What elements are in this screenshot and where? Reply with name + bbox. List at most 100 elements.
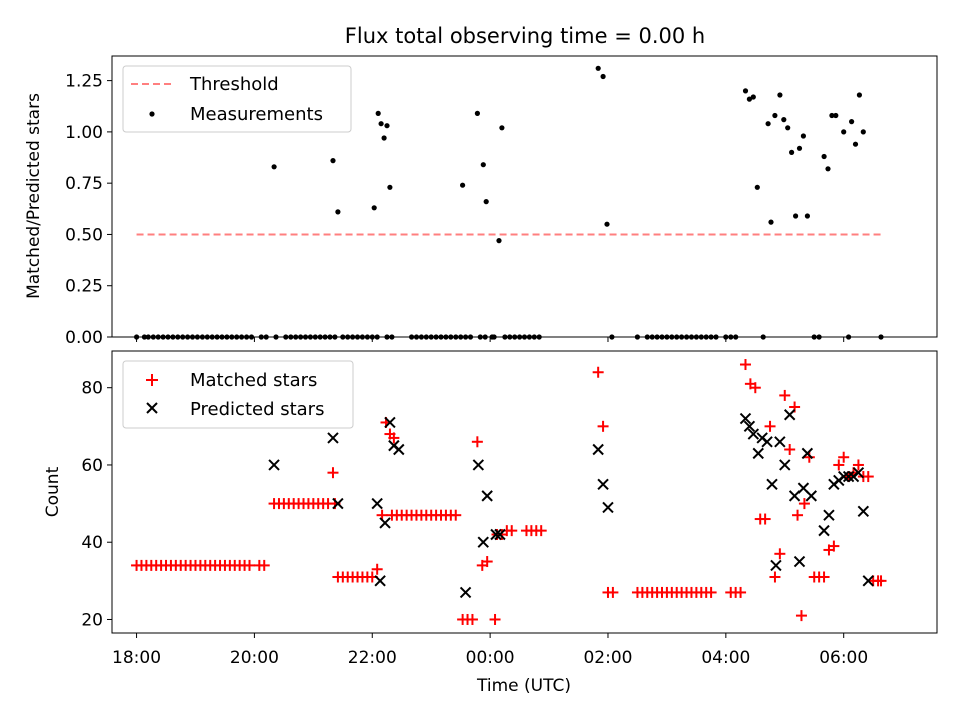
- predicted-star-point: [384, 416, 396, 429]
- predicted-star-point: [477, 536, 489, 548]
- matched-star-point: [466, 613, 478, 625]
- matched-star-point: [779, 389, 791, 401]
- ratio-axes-frame: [111, 55, 938, 338]
- matched-star-point: [764, 420, 776, 432]
- matched-star-point: [862, 471, 874, 483]
- predicted-star-point: [592, 443, 604, 456]
- matched-star-point: [803, 451, 815, 463]
- matched-star-point: [795, 610, 807, 622]
- predicted-star-point: [597, 478, 609, 490]
- matched-star-point: [481, 556, 493, 568]
- predicted-star-point: [374, 575, 386, 587]
- matched-star-point: [833, 459, 845, 471]
- count-x-tick-label: 04:00: [701, 648, 750, 668]
- predicted-star-point: [766, 478, 778, 490]
- matched-star-point: [818, 571, 830, 583]
- measurement-point: [777, 92, 783, 98]
- predicted-star-point: [805, 490, 817, 502]
- measurement-point: [480, 162, 486, 168]
- measurement-point: [833, 112, 839, 119]
- matched-star-point: [450, 509, 462, 521]
- measurement-point: [860, 129, 866, 135]
- measurement-point: [381, 135, 387, 141]
- measurement-point: [746, 96, 753, 102]
- matched-star-point: [489, 613, 501, 625]
- matched-star-point: [739, 359, 751, 371]
- count-y-tick-label: 40: [81, 533, 103, 553]
- predicted-star-point: [818, 524, 830, 537]
- count-panel: 20 40 60 80 18:00 20:00 22:00 00:00 02:00 04:00 0…: [43, 350, 938, 696]
- count-y-tick-label: 20: [81, 610, 103, 630]
- predicted-star-point: [602, 501, 614, 514]
- predicted-star-point: [481, 490, 493, 502]
- count-y-axis-label: Count: [43, 466, 63, 517]
- predicted-star-point: [393, 443, 405, 456]
- predicted-legend-swatch: [146, 402, 158, 414]
- measurement-point: [768, 219, 774, 225]
- measurement-point: [335, 209, 341, 215]
- measurement-point: [841, 129, 847, 135]
- predicted-star-point: [472, 459, 485, 471]
- measurement-point: [754, 184, 760, 190]
- measurements-legend-label: Measurements: [190, 104, 323, 125]
- matched-star-point: [471, 436, 483, 448]
- predicted-star-point: [490, 528, 502, 541]
- measurement-point: [371, 205, 377, 211]
- measurement-point: [378, 121, 384, 127]
- measurement-point: [496, 238, 502, 244]
- matched-star-point: [735, 586, 747, 598]
- matched-star-point: [792, 509, 804, 521]
- count-x-tick-label: 02:00: [583, 648, 632, 668]
- matched-star-point: [749, 382, 761, 394]
- measurement-point: [483, 199, 489, 205]
- matched-star-point: [535, 525, 547, 537]
- chart-title: Flux total observing time = 0.00 h: [345, 24, 705, 48]
- matched-star-point: [784, 444, 796, 456]
- predicted-star-point: [747, 428, 760, 440]
- measurements-legend-swatch: [149, 111, 155, 117]
- predicted-star-point: [459, 586, 472, 599]
- matched-star-point: [607, 586, 619, 598]
- ratio-y-tick-label: 0.75: [65, 174, 103, 194]
- ratio-legend-box: [122, 65, 352, 133]
- measurement-point: [765, 121, 771, 127]
- ratio-y-tick-label: 1.25: [65, 72, 103, 92]
- count-legend-box: [122, 360, 354, 429]
- measurement-point: [796, 145, 803, 151]
- matched-star-point: [759, 513, 771, 525]
- count-x-tick-label: 18:00: [112, 648, 161, 668]
- matched-star-point: [838, 451, 850, 463]
- ratio-y-axis-label: Matched/Predicted stars: [24, 93, 44, 299]
- count-axes-frame: [111, 350, 938, 634]
- measurement-point: [829, 112, 835, 119]
- matched-star-point: [774, 548, 786, 560]
- measurement-point: [793, 213, 799, 219]
- ratio-legend: Threshold Measurements: [122, 65, 352, 133]
- ratio-y-tick-label: 0.00: [65, 328, 103, 348]
- matched-star-point: [371, 563, 383, 575]
- measurement-point: [387, 184, 393, 190]
- ratio-y-ticks: 0.00 0.25 0.50 0.75 1.00 1.25: [65, 72, 112, 348]
- matched-star-point: [798, 498, 810, 510]
- measurement-point: [271, 164, 277, 170]
- measurement-point: [772, 112, 778, 119]
- predicted-star-point: [371, 497, 383, 510]
- predicted-star-point: [770, 559, 782, 572]
- predicted-star-point: [862, 575, 874, 587]
- measurement-point: [600, 73, 606, 80]
- measurement-point: [460, 182, 466, 188]
- count-x-tick-label: 22:00: [348, 648, 397, 668]
- ratio-y-tick-label: 0.50: [65, 225, 103, 245]
- measurement-point: [785, 125, 791, 131]
- measurement-point: [825, 166, 831, 172]
- measurement-point: [789, 149, 795, 155]
- predicted-star-point: [774, 436, 786, 448]
- predicted-star-point: [793, 555, 806, 568]
- matched-star-point: [388, 432, 400, 444]
- measurement-point: [384, 123, 390, 129]
- predicted-star-point: [268, 459, 280, 471]
- measurement-point: [852, 141, 859, 147]
- matched-star-point: [506, 525, 518, 537]
- ratio-x-tick-marks: [136, 337, 845, 342]
